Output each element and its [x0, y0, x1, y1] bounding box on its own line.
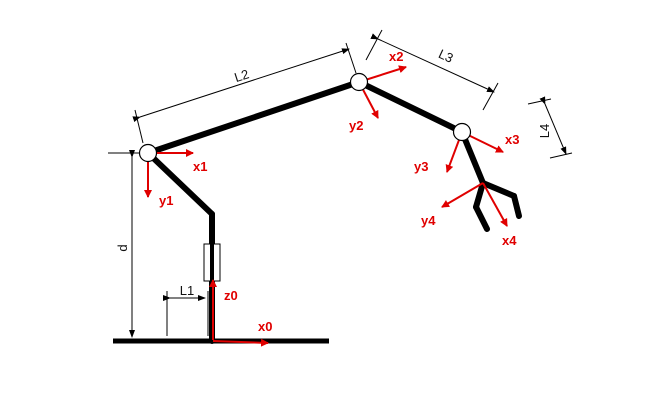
axis-y4-label: y4	[421, 213, 436, 228]
axis-y2-label: y2	[349, 118, 363, 133]
joint-2	[349, 72, 369, 92]
gripper-left-finger	[473, 204, 490, 232]
axis-x3-label: x3	[505, 132, 519, 147]
L3-extension-right	[482, 82, 499, 111]
L3-label: L3	[436, 46, 455, 66]
axis-z0-label: z0	[224, 288, 238, 303]
L2-extension-right	[345, 42, 357, 74]
L4-extension-bottom	[549, 152, 573, 159]
L3-dimension-line	[370, 33, 495, 93]
link-L4	[459, 129, 486, 186]
axis-x1-label: x1	[193, 159, 207, 174]
axis-x4-label: x4	[502, 233, 517, 248]
gripper-left-arm	[473, 180, 486, 210]
link-L3	[356, 79, 465, 135]
axis-y1-label: y1	[159, 193, 173, 208]
L4-dimension-line	[539, 96, 567, 155]
gripper-right-arm	[480, 180, 517, 199]
L2-dimension-line	[132, 48, 350, 123]
axis-x2-label: x2	[389, 49, 403, 64]
axis-y3-label: y3	[414, 159, 428, 174]
axis-x0-arrow	[212, 338, 269, 347]
L4-extension-top	[527, 98, 552, 105]
d-label: d	[115, 244, 130, 251]
axis-x4-arrow	[482, 182, 508, 227]
axis-y4-arrow	[441, 182, 484, 208]
L1-label: L1	[180, 283, 194, 298]
axis-x0-label: x0	[258, 319, 272, 334]
gripper-right-finger	[511, 193, 522, 219]
L3-extension-left	[365, 29, 383, 61]
link-base-to-joint1	[145, 150, 215, 217]
L2-extension-left	[134, 109, 144, 144]
L2-label: L2	[232, 66, 250, 85]
L4-label: L4	[537, 124, 552, 138]
link-L2	[145, 79, 362, 156]
joint-3	[452, 122, 472, 142]
joint-1	[138, 143, 158, 163]
